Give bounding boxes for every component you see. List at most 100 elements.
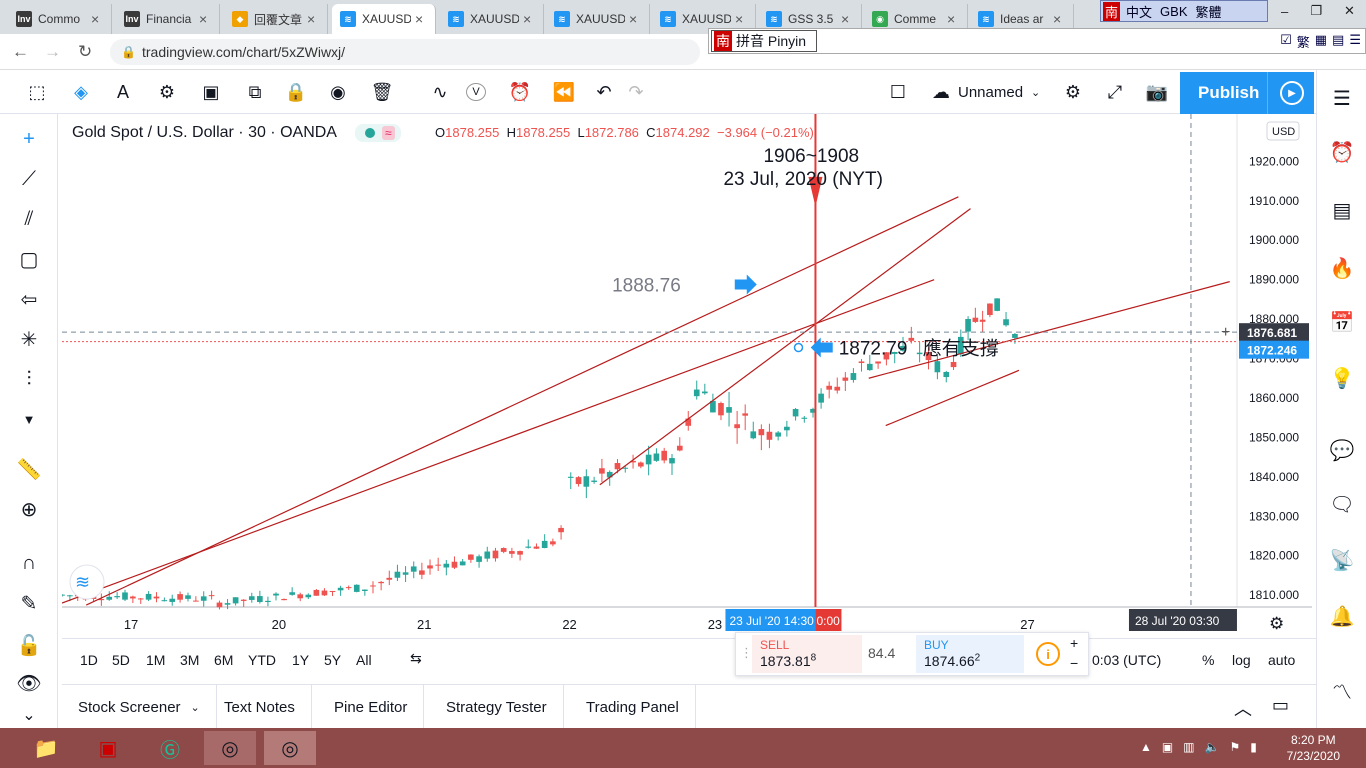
back-icon[interactable]: ← bbox=[12, 42, 29, 61]
fill-color-icon[interactable]: ◈ bbox=[74, 81, 88, 102]
tab-close-icon[interactable]: × bbox=[629, 11, 638, 27]
cloud-icon[interactable]: ☁ bbox=[932, 81, 950, 102]
text-color-icon[interactable]: A bbox=[116, 81, 129, 102]
tv-logo-icon[interactable] bbox=[69, 564, 105, 600]
fullscreen-box-icon[interactable]: ☐ bbox=[889, 81, 907, 102]
pattern-icon[interactable]: ✳ bbox=[20, 328, 38, 351]
browser-tab[interactable]: ≋ XAUUSD × bbox=[332, 4, 436, 34]
drawing-select-icon[interactable]: ⬚ bbox=[28, 81, 46, 102]
tab-close-icon[interactable]: × bbox=[307, 11, 316, 27]
rectangle-icon[interactable]: ▢ bbox=[19, 248, 39, 271]
minus-icon[interactable]: − bbox=[1070, 655, 1079, 671]
drag-handle-icon[interactable]: ⋮ bbox=[740, 645, 753, 660]
tab-close-icon[interactable]: × bbox=[523, 11, 532, 27]
ime-app-icon[interactable]: ▣ bbox=[98, 737, 118, 760]
panel-tab-stock-screener[interactable]: Stock Screener ⌄ bbox=[62, 685, 217, 729]
tray-up-icon[interactable]: ▲ bbox=[1140, 740, 1152, 754]
browser-tab[interactable]: ≋ XAUUSD × bbox=[546, 4, 650, 34]
ideas-icon[interactable]: 💡 bbox=[1329, 367, 1355, 390]
settings-small-icon[interactable]: ⚙ bbox=[158, 81, 176, 102]
tray-network-icon[interactable]: ▥ bbox=[1183, 740, 1195, 754]
chart-canvas[interactable]: 1810.000 1820.000 1830.000 1840.000 1850.000… bbox=[62, 114, 1312, 636]
timezone-label[interactable]: 0:03 (UTC) bbox=[1092, 652, 1162, 668]
support-point[interactable] bbox=[793, 342, 804, 353]
publish-button[interactable]: Publish ▶ bbox=[1180, 72, 1314, 114]
browser-tab[interactable]: ◆ 回覆文章 × bbox=[224, 4, 328, 34]
hotlist-icon[interactable]: 🔥 bbox=[1329, 257, 1355, 280]
maximize-panel-icon[interactable]: ▭ bbox=[1272, 695, 1290, 715]
percent-toggle[interactable]: % bbox=[1202, 652, 1215, 668]
currency-badge[interactable] bbox=[1266, 121, 1300, 141]
streams-icon[interactable]: 📡 bbox=[1329, 549, 1355, 572]
panel-tab-text-notes[interactable]: Text Notes bbox=[208, 685, 312, 729]
file-explorer-icon[interactable]: 📁 bbox=[33, 737, 59, 760]
tab-close-icon[interactable]: × bbox=[947, 11, 956, 27]
arrow-shape-icon[interactable]: ⇦ bbox=[20, 288, 38, 311]
prediction-icon[interactable]: ⫶ bbox=[26, 367, 32, 390]
interval-all[interactable]: All bbox=[356, 652, 372, 668]
eye-icon[interactable]: 👁 bbox=[16, 672, 42, 695]
ruler-icon[interactable]: 📏 bbox=[16, 458, 42, 481]
chrome-icon-1[interactable]: ◎ bbox=[204, 731, 256, 765]
layout-name[interactable]: Unnamed ⌄ bbox=[958, 78, 1048, 106]
undo-icon[interactable]: ↶ bbox=[596, 81, 612, 102]
chat-icon[interactable]: 💬 bbox=[1329, 439, 1355, 462]
browser-tab[interactable]: Inv Financia × bbox=[116, 4, 220, 34]
alerts-clock-icon[interactable]: ⏰ bbox=[1329, 141, 1355, 164]
interval-1d[interactable]: 1D bbox=[80, 652, 98, 668]
ime-keyboard-icon[interactable]: ▦ bbox=[1314, 32, 1328, 47]
trend-line[interactable] bbox=[885, 369, 1020, 427]
tray-battery-icon[interactable]: ▮ bbox=[1250, 740, 1257, 754]
data-window-icon[interactable]: ▤ bbox=[1332, 199, 1352, 222]
browser-tab[interactable]: ≋ XAUUSD × bbox=[652, 4, 756, 34]
pencil-lock-icon[interactable]: ✎ bbox=[20, 592, 38, 615]
collapse-icon[interactable]: ⌄ bbox=[22, 707, 36, 724]
collapse-panel-icon[interactable]: ︿ bbox=[1234, 699, 1252, 719]
trading-icon[interactable]: 〽 bbox=[1332, 681, 1352, 704]
visibility-icon[interactable]: ◉ bbox=[330, 81, 346, 102]
grammarly-icon[interactable]: Ⓖ bbox=[160, 739, 180, 762]
close-window-icon[interactable]: ✕ bbox=[1344, 3, 1355, 18]
indicators-icon[interactable]: ∿ bbox=[432, 81, 448, 102]
play-icon[interactable]: ▶ bbox=[1280, 81, 1304, 105]
tab-close-icon[interactable]: × bbox=[415, 11, 424, 27]
chrome-icon-2[interactable]: ◎ bbox=[264, 731, 316, 765]
redo-icon[interactable]: ↷ bbox=[628, 81, 644, 102]
trend-line[interactable] bbox=[599, 208, 971, 486]
object-tree-icon[interactable]: ▣ bbox=[202, 81, 220, 102]
unlock-icon[interactable]: 🔓 bbox=[16, 634, 42, 657]
browser-tab[interactable]: ≋ Ideas ar × bbox=[970, 4, 1074, 34]
ime-input-bar[interactable]: 南 拼音 Pinyin ☑ 繁 ▦ ▤ ☰ bbox=[708, 28, 1366, 54]
auto-toggle[interactable]: auto bbox=[1268, 652, 1296, 668]
ime-traditional[interactable]: 繁體 bbox=[1195, 4, 1222, 20]
panel-tab-pine-editor[interactable]: Pine Editor bbox=[318, 685, 425, 729]
snapshot-icon[interactable]: 📷 bbox=[1145, 81, 1169, 102]
interval-6m[interactable]: 6M bbox=[214, 652, 234, 668]
plus-icon[interactable]: + bbox=[1070, 635, 1079, 651]
buy-button[interactable]: BUY 1874.662 bbox=[916, 635, 1024, 673]
trend-line[interactable] bbox=[85, 196, 959, 606]
info-icon[interactable]: i bbox=[1036, 642, 1060, 666]
magnet-icon[interactable]: ∩ bbox=[21, 551, 37, 574]
replay-icon[interactable]: ⏪ bbox=[552, 81, 576, 102]
tab-close-icon[interactable]: × bbox=[91, 11, 100, 27]
trend-line-icon[interactable]: ⟋ bbox=[22, 167, 36, 190]
panel-tab-strategy-tester[interactable]: Strategy Tester bbox=[430, 685, 564, 729]
url-field[interactable]: 🔒 tradingview.com/chart/5xZWiwxj/ bbox=[110, 39, 700, 65]
minimize-icon[interactable]: – bbox=[1281, 3, 1289, 19]
messages-icon[interactable]: 🗨 bbox=[1329, 493, 1355, 516]
browser-tab[interactable]: ≋ XAUUSD × bbox=[440, 4, 544, 34]
more-tools-icon[interactable]: ▼ bbox=[22, 411, 36, 427]
tray-volume-icon[interactable]: 🔈 bbox=[1204, 740, 1220, 754]
ime-lang[interactable]: 中文 bbox=[1126, 4, 1153, 20]
interval-5d[interactable]: 5D bbox=[112, 652, 130, 668]
compare-date-range-icon[interactable]: ⇆ bbox=[410, 650, 422, 666]
watchlist-icon[interactable]: ☰ bbox=[1333, 87, 1351, 110]
price-axis[interactable] bbox=[1237, 114, 1312, 636]
symbol-title[interactable]: Gold Spot / U.S. Dollar · 30 · OANDA bbox=[72, 124, 337, 141]
ime-menu-icon[interactable]: ☰ bbox=[1349, 32, 1361, 47]
trend-line[interactable] bbox=[868, 281, 1230, 379]
trend-line[interactable] bbox=[62, 279, 935, 604]
ime-trad-toggle[interactable]: 繁 bbox=[1296, 35, 1310, 50]
chart-settings-icon[interactable]: ⚙ bbox=[1064, 81, 1082, 102]
